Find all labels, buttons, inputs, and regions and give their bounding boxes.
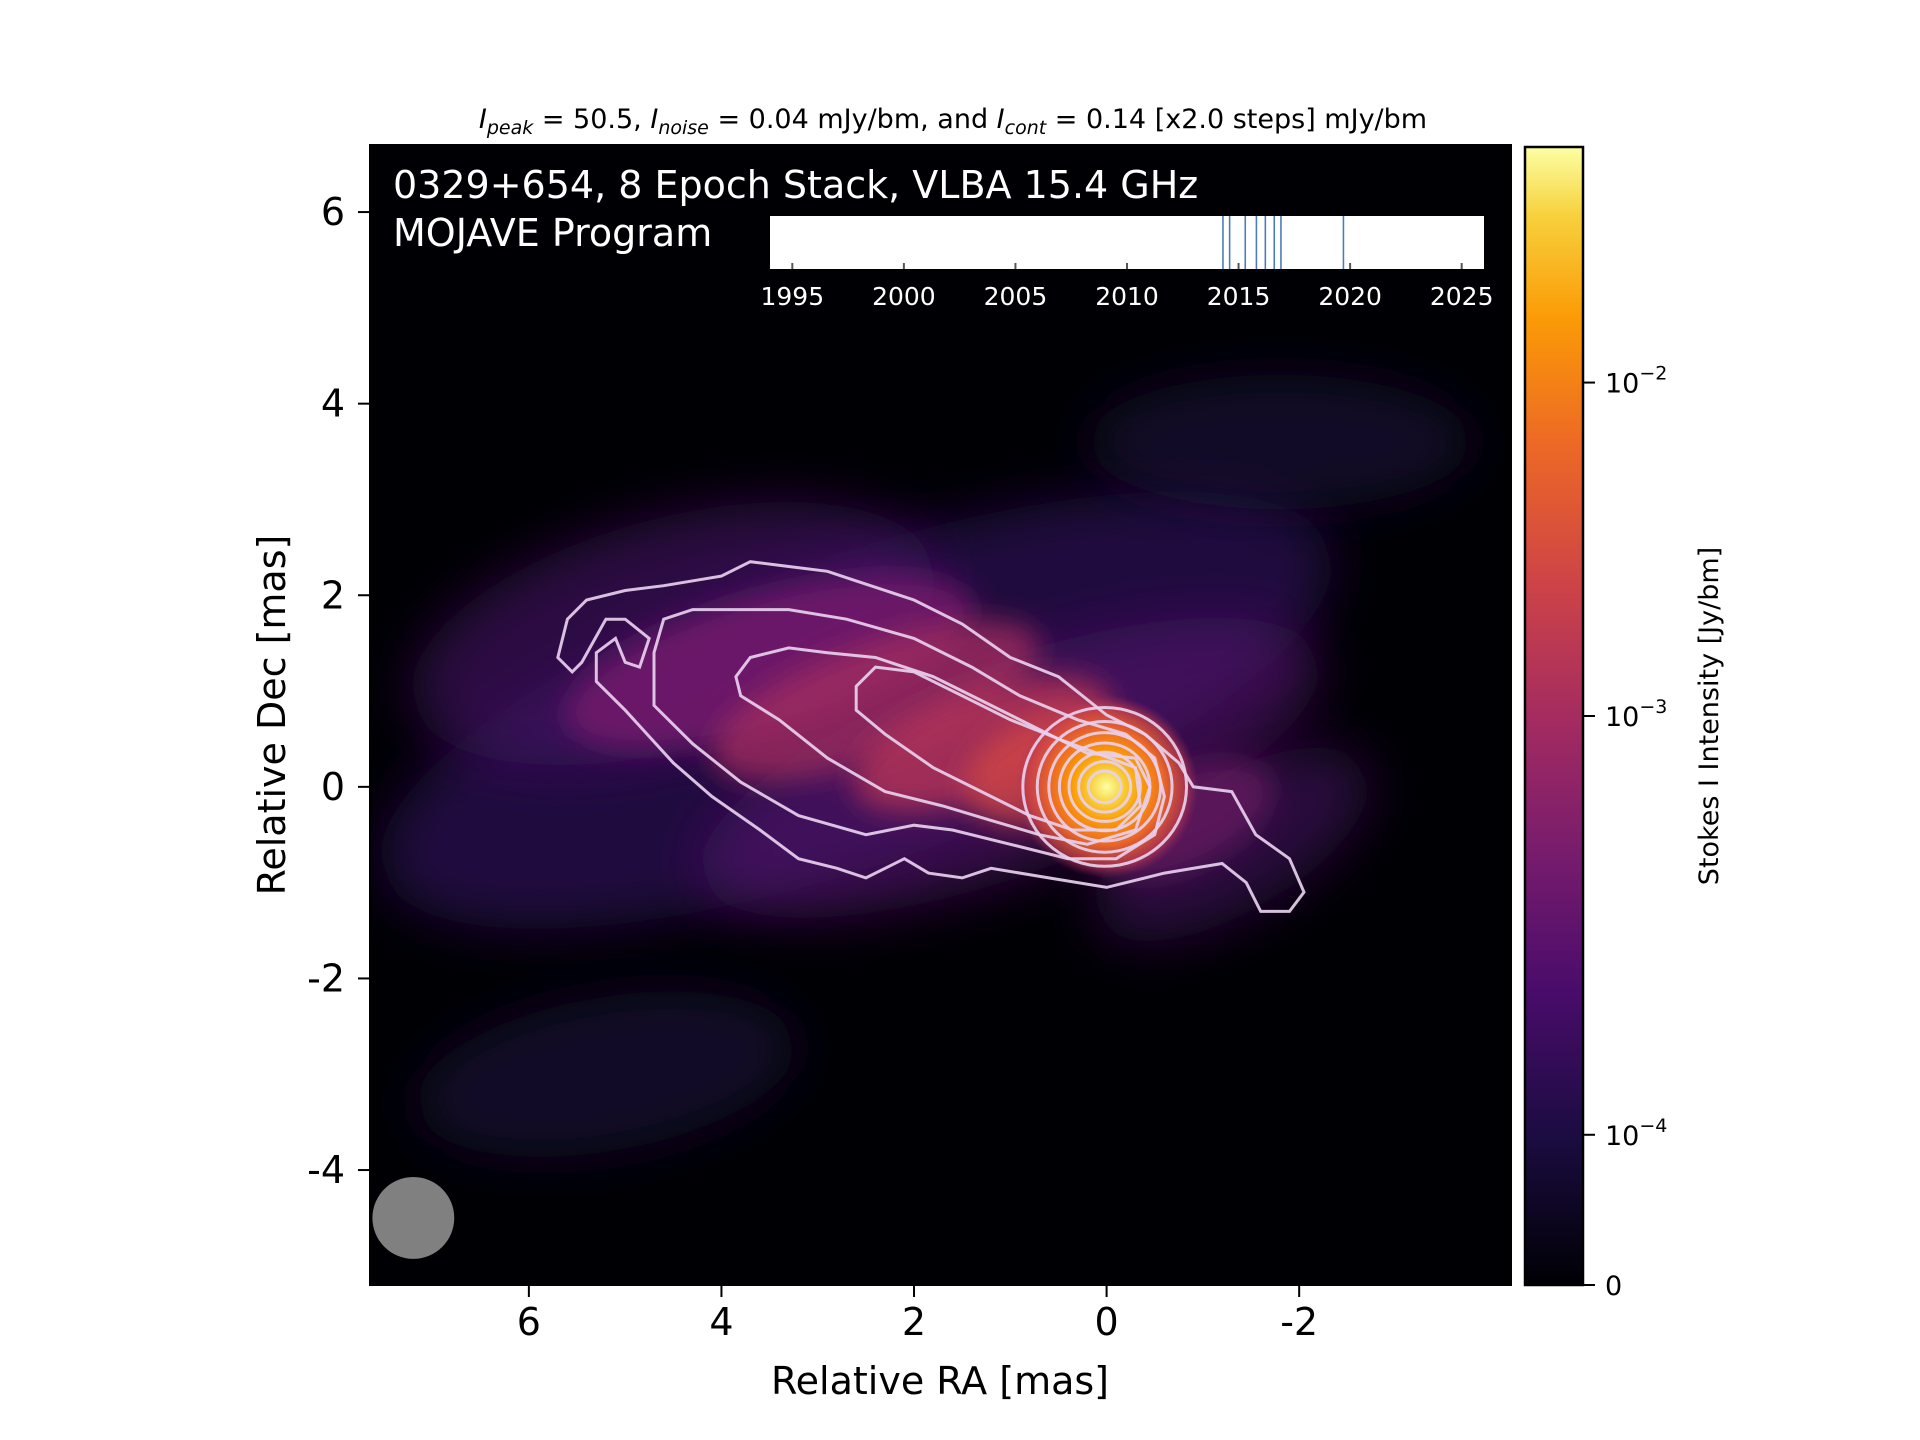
colorbar-tick-label: 10−4: [1605, 1115, 1667, 1152]
colorbar-ticks: 0 10−4 10−3 10−2: [1583, 363, 1667, 1302]
y-tick-label: -4: [307, 1148, 345, 1192]
intensity-map: [370, 145, 1511, 1285]
core-contour-5: [1067, 750, 1142, 823]
x-tick-label: 6: [517, 1300, 541, 1344]
title-part: = 0.04 mJy/bm, and: [709, 104, 997, 135]
title-part: = 50.5,: [533, 104, 650, 135]
overlay-program-label: MOJAVE Program: [393, 211, 712, 255]
timeline-tick-label: 2015: [1207, 282, 1271, 311]
core-contour-4: [1057, 741, 1152, 833]
title-part: peak: [486, 117, 534, 139]
x-axis-label: Relative RA [mas]: [771, 1359, 1109, 1403]
timeline-ticks: 1995 2000 2005 2010 2015 2020 2025: [761, 263, 1494, 311]
contour-level-4: [854, 665, 1142, 832]
timeline-epoch-lines: [1222, 216, 1345, 269]
x-tick-label: 0: [1095, 1300, 1119, 1344]
emission-blob: [415, 991, 797, 1158]
colorbar: 0 10−4 10−3 10−2 Stokes I Intensity [Jy/bm]: [1523, 145, 1725, 1302]
x-tick-label: 4: [709, 1300, 733, 1344]
y-tick-label: 2: [321, 573, 345, 617]
beam-ellipse: [372, 1177, 455, 1259]
contour-level-1: [556, 560, 1306, 913]
title-part: I: [650, 104, 658, 135]
y-tick-label: -2: [307, 956, 345, 1000]
core-contour-6: [1077, 760, 1133, 814]
y-tick-label: 4: [321, 382, 345, 426]
timeline-tick-label: 2000: [872, 282, 936, 311]
core-contour-2: [1035, 719, 1174, 854]
x-tick-label: -2: [1280, 1300, 1318, 1344]
contour-lines: [556, 560, 1306, 913]
timeline-tick-label: 2020: [1318, 282, 1382, 311]
emission-blob: [853, 675, 1110, 812]
title-part: cont: [1005, 117, 1048, 139]
emission-blob: [565, 575, 975, 750]
title-part: = 0.14 [x2.0 steps] mJy/bm: [1046, 104, 1427, 135]
epoch-timeline: 1995 2000 2005 2010 2015 2020 2025: [761, 216, 1494, 311]
emission-blob: [1087, 374, 1473, 510]
y-axis-ticks: 6 4 2 0 -2 -4: [307, 190, 370, 1192]
colorbar-tick-label: 0: [1605, 1271, 1622, 1302]
colorbar-tick-label: 10−3: [1605, 696, 1667, 733]
timeline-tick-label: 2005: [984, 282, 1048, 311]
y-tick-label: 6: [321, 190, 345, 234]
timeline-tick-label: 1995: [761, 282, 825, 311]
timeline-tick-label: 2025: [1430, 282, 1494, 311]
colorbar-gradient: [1525, 147, 1583, 1285]
title-part: noise: [658, 117, 709, 139]
x-tick-label: 2: [902, 1300, 926, 1344]
x-axis-ticks: 6 4 2 0 -2: [517, 1285, 1318, 1344]
core-contour-1: [1021, 705, 1189, 868]
timeline-tick-label: 2010: [1095, 282, 1159, 311]
colorbar-tick-label: 10−2: [1605, 363, 1667, 400]
y-tick-label: 0: [321, 765, 345, 809]
title-part: I: [997, 104, 1005, 135]
core-contour-3: [1047, 731, 1163, 843]
chart-title: Ipeak = 50.5, Inoise = 0.04 mJy/bm, and …: [479, 104, 1427, 139]
timeline-box: [770, 216, 1484, 269]
overlay-source-label: 0329+654, 8 Epoch Stack, VLBA 15.4 GHz: [393, 163, 1198, 207]
core-contour-7: [1086, 769, 1123, 805]
title-part: I: [479, 104, 487, 135]
y-axis-label: Relative Dec [mas]: [250, 535, 294, 896]
plot-frame: [369, 144, 1512, 1286]
colorbar-label: Stokes I Intensity [Jy/bm]: [1694, 547, 1725, 885]
contour-level-2: [652, 608, 1166, 861]
